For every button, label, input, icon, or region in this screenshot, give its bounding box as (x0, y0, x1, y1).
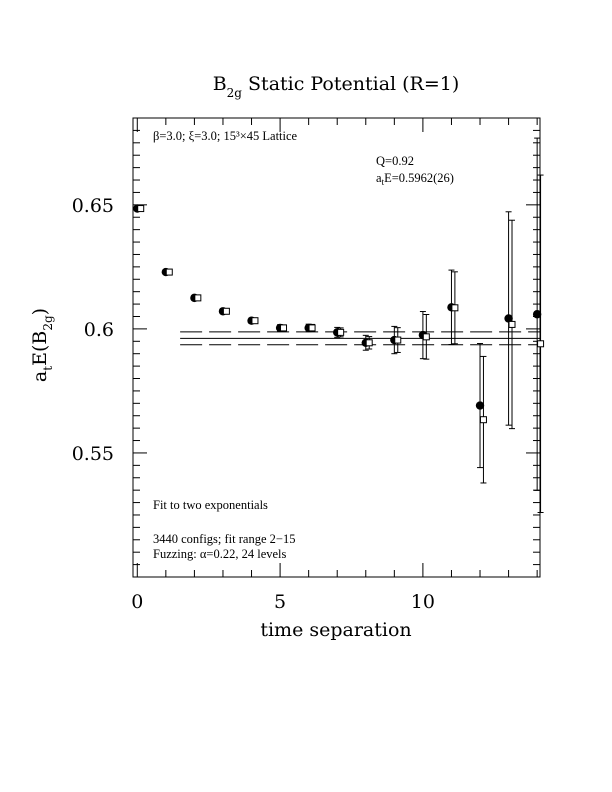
chart-title-rest: Static Potential (R=1) (242, 73, 459, 95)
energy-annotation-sub: t (382, 177, 385, 187)
data-point (337, 328, 345, 336)
energy-annotation: atE=0.5962(26) (376, 171, 454, 187)
fuzzing-annotation: Fuzzing: α=0.22, 24 levels (153, 547, 287, 561)
y-axis-label-mid-sub: 2g (41, 315, 55, 331)
data-point (532, 310, 542, 319)
chart-title: B2g Static Potential (R=1) (213, 73, 460, 100)
x-axis-label: time separation (260, 619, 411, 641)
y-axis-label-end: ) (29, 308, 51, 315)
data-point (537, 340, 545, 348)
chart-title-sub: 2g (227, 86, 243, 100)
data-point (222, 307, 230, 315)
data-point (394, 336, 402, 344)
data-point (137, 205, 145, 213)
data-point (280, 324, 288, 332)
tick-labels: 0 5 10 0.55 0.6 0.65 (72, 195, 435, 613)
x-tick-label: 10 (411, 591, 435, 613)
y-axis-label: atE(B2g) (29, 308, 55, 382)
data-point (508, 320, 516, 328)
series-open-square (137, 174, 545, 513)
series-filled-circle (133, 137, 542, 491)
y-tick-label: 0.55 (72, 443, 114, 465)
energy-annotation-rest: E=0.5962(26) (384, 171, 454, 185)
y-tick-label: 0.65 (72, 195, 114, 217)
data-point (194, 294, 202, 302)
x-tick-label: 0 (131, 591, 143, 613)
data-point (165, 268, 173, 276)
fit-lines (180, 331, 540, 346)
lattice-annotation: β=3.0; ξ=3.0; 15³×45 Lattice (153, 129, 298, 143)
x-tick-label: 5 (274, 591, 286, 613)
fit-annotation: Fit to two exponentials (153, 498, 268, 512)
y-axis-label-mid: E(B (29, 331, 51, 366)
data-point (504, 314, 513, 323)
data-point (451, 304, 459, 312)
data-point (251, 317, 259, 325)
chart-title-main: B (213, 73, 227, 95)
data-point (422, 333, 430, 341)
q-annotation: Q=0.92 (376, 154, 414, 168)
energy-annotation-a: a (376, 171, 382, 185)
data-series (133, 137, 545, 513)
y-axis-label-a: a (29, 371, 51, 382)
axis-ticks (133, 117, 540, 578)
plot-frame (132, 117, 541, 578)
configs-annotation: 3440 configs; fit range 2−15 (153, 532, 295, 546)
data-point (308, 324, 316, 332)
data-point (475, 401, 485, 410)
y-axis-label-a-sub: t (41, 366, 55, 371)
data-point (479, 416, 487, 424)
y-tick-label: 0.6 (84, 319, 114, 341)
data-point (365, 339, 373, 347)
